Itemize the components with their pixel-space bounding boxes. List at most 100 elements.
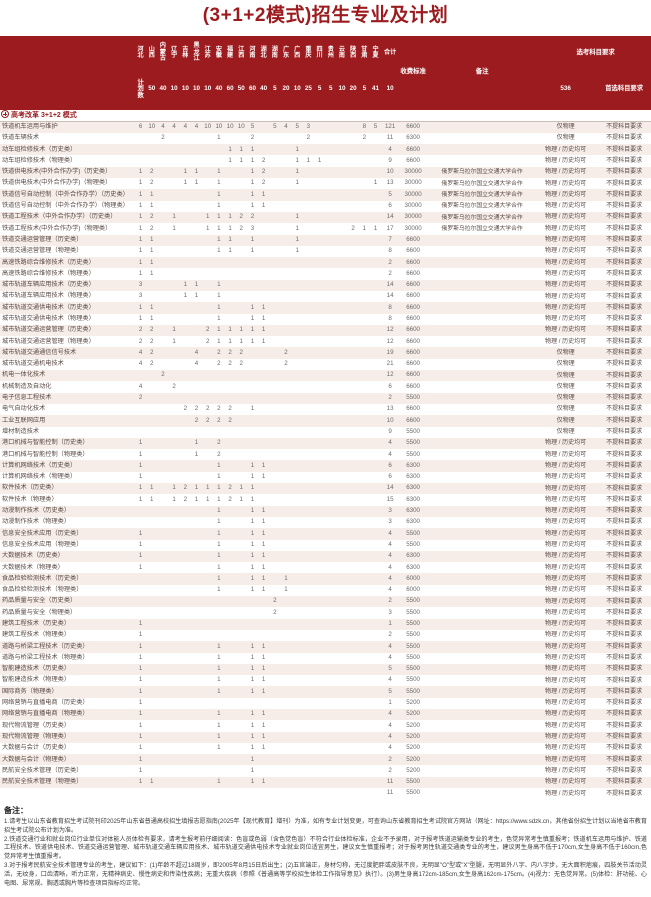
province-header-8: 福建 xyxy=(224,35,236,70)
row-total: 4 xyxy=(381,550,400,563)
plan-cell: 1 xyxy=(246,302,259,314)
plan-cell xyxy=(246,449,259,461)
subject-first-requirement: 物理 / 历史均可 xyxy=(537,223,595,235)
plan-cell xyxy=(224,257,236,269)
plan-cell xyxy=(146,742,158,755)
plan-cell xyxy=(157,211,169,224)
major-name: 建筑工程技术（物理类） xyxy=(0,629,135,642)
major-name: 高速铁路综合维修技术（物理类） xyxy=(0,268,135,280)
plan-cell xyxy=(179,754,191,766)
plan-cell xyxy=(358,675,370,687)
plan-cell: 1 xyxy=(246,539,259,551)
plan-cell xyxy=(358,776,370,789)
plan-cell xyxy=(280,765,292,777)
plan-cell xyxy=(336,460,348,472)
plan-cell: 1 xyxy=(135,675,147,687)
plan-cell xyxy=(168,200,180,212)
plan-cell xyxy=(336,121,348,133)
plan-cell xyxy=(369,550,382,563)
plan-cell xyxy=(302,471,314,484)
plan-cell: 1 xyxy=(135,200,147,212)
subject-second-requirement: 不提科目要求 xyxy=(594,663,651,676)
plan-cell xyxy=(325,697,337,709)
plan-cell xyxy=(280,788,292,800)
plan-cell xyxy=(269,144,281,156)
plan-cell xyxy=(157,245,169,258)
plan-cell: 1 xyxy=(213,584,225,597)
plan-cell xyxy=(258,618,270,630)
plan-cell xyxy=(336,562,348,574)
plan-cell xyxy=(347,200,359,212)
major-name xyxy=(0,788,135,800)
plan-cell xyxy=(347,675,359,687)
subject-second-requirement: 不提科目要求 xyxy=(594,324,651,337)
plan-cell xyxy=(358,291,370,303)
plan-cell xyxy=(146,641,158,653)
admission-plan-table: 河北 山西 内蒙古 辽宁 吉林 黑龙江 江苏 安徽 福建 江西 河南 湖北 湖南… xyxy=(0,35,651,800)
plan-cell xyxy=(369,618,382,630)
plan-cell xyxy=(291,675,303,687)
tuition-fee: 6600 xyxy=(399,234,428,246)
plan-cell: 2 xyxy=(202,415,214,427)
subject-first-requirement: 物理 / 历史均可 xyxy=(537,291,595,303)
plan-cell: 1 xyxy=(213,494,225,506)
plan-cell xyxy=(347,528,359,540)
subject-first-requirement: 物理 / 历史均可 xyxy=(537,539,595,551)
plan-cell: 1 xyxy=(135,245,147,258)
plan-cell xyxy=(213,257,225,269)
plan-cell: 1 xyxy=(258,731,270,743)
plan-cell xyxy=(146,596,158,608)
plan-cell xyxy=(280,708,292,721)
subject-first-requirement: 物理 / 历史均可 xyxy=(537,562,595,574)
plan-cell xyxy=(157,415,169,427)
plan-cell xyxy=(358,144,370,156)
subject-first-requirement: 物理 / 历史均可 xyxy=(537,675,595,687)
plan-cell: 1 xyxy=(291,178,303,190)
plan-cell xyxy=(336,132,348,145)
table-row: 大数据与会计（物理类） 1 1 2 5200 物理 / 历史均可 不提科目要求 xyxy=(0,754,651,766)
plan-cell xyxy=(358,584,370,597)
plan-cell xyxy=(269,279,281,291)
subject-first-header: 首选科目要求 xyxy=(594,69,651,110)
plan-cell xyxy=(302,663,314,676)
subject-first-requirement: 仅物理 xyxy=(537,381,595,393)
plan-cell: 1 xyxy=(246,324,259,337)
plan-cell xyxy=(146,788,158,800)
plan-cell xyxy=(168,584,180,597)
plan-cell xyxy=(202,245,214,258)
plan-cell xyxy=(168,742,180,755)
province-plan-13: 10 xyxy=(291,69,303,110)
plan-cell: 1 xyxy=(190,483,203,495)
province-plan-19: 5 xyxy=(358,69,370,110)
plan-cell xyxy=(358,403,370,416)
plan-cell xyxy=(202,539,214,551)
plan-cell: 5 xyxy=(269,121,281,133)
plan-cell xyxy=(302,584,314,597)
plan-cell xyxy=(258,223,270,235)
plan-cell xyxy=(269,257,281,269)
expand-icon[interactable] xyxy=(1,110,9,119)
plan-cell xyxy=(302,607,314,619)
plan-cell: 2 xyxy=(246,132,259,145)
plan-cell: 2 xyxy=(347,223,359,235)
plan-cell xyxy=(358,347,370,359)
plan-cell xyxy=(291,765,303,777)
plan-cell xyxy=(336,302,348,314)
plan-cell xyxy=(168,189,180,201)
plan-cell xyxy=(325,776,337,789)
plan-cell xyxy=(224,460,236,472)
plan-cell xyxy=(325,245,337,258)
plan-cell: 1 xyxy=(235,336,247,348)
row-remark xyxy=(427,562,538,574)
plan-cell xyxy=(258,426,270,438)
plan-cell xyxy=(325,121,337,133)
plan-cell xyxy=(269,494,281,506)
plan-cell xyxy=(202,584,214,597)
plan-cell xyxy=(314,641,326,653)
plan-cell: 1 xyxy=(135,257,147,269)
section-heading-row: 高考改革 3+1+2 模式 xyxy=(0,109,651,122)
plan-cell xyxy=(358,483,370,495)
plan-cell xyxy=(235,471,247,484)
plan-cell xyxy=(224,279,236,291)
plan-cell xyxy=(168,720,180,732)
